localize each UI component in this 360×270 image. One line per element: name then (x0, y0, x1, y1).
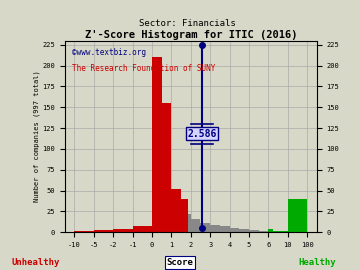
Bar (210, 225, 220, 232)
Bar (188, 214, 191, 232)
Bar (152, 57, 162, 232)
Bar (288, 199, 307, 232)
Bar (181, 199, 188, 232)
Bar (171, 189, 181, 232)
Bar (278, 231, 283, 232)
Bar (162, 103, 171, 232)
Text: Sector: Financials: Sector: Financials (139, 19, 235, 28)
Bar (191, 219, 201, 232)
Bar (201, 223, 210, 232)
Bar (239, 229, 249, 232)
Text: Unhealthy: Unhealthy (12, 258, 60, 267)
Bar (258, 231, 268, 232)
Text: The Research Foundation of SUNY: The Research Foundation of SUNY (72, 63, 216, 73)
Bar (268, 229, 273, 232)
Title: Z'-Score Histogram for ITIC (2016): Z'-Score Histogram for ITIC (2016) (85, 31, 297, 40)
Text: ©www.textbiz.org: ©www.textbiz.org (72, 48, 147, 57)
Text: 2.586: 2.586 (188, 129, 217, 139)
Text: Healthy: Healthy (298, 258, 336, 267)
Text: Score: Score (167, 258, 193, 267)
Bar (230, 228, 239, 232)
Y-axis label: Number of companies (997 total): Number of companies (997 total) (33, 70, 40, 202)
Bar (273, 231, 278, 232)
Bar (132, 226, 152, 232)
Bar (94, 230, 113, 232)
Bar (75, 231, 94, 232)
Bar (283, 231, 288, 232)
Bar (249, 230, 258, 232)
Bar (113, 229, 132, 232)
Bar (220, 226, 230, 232)
